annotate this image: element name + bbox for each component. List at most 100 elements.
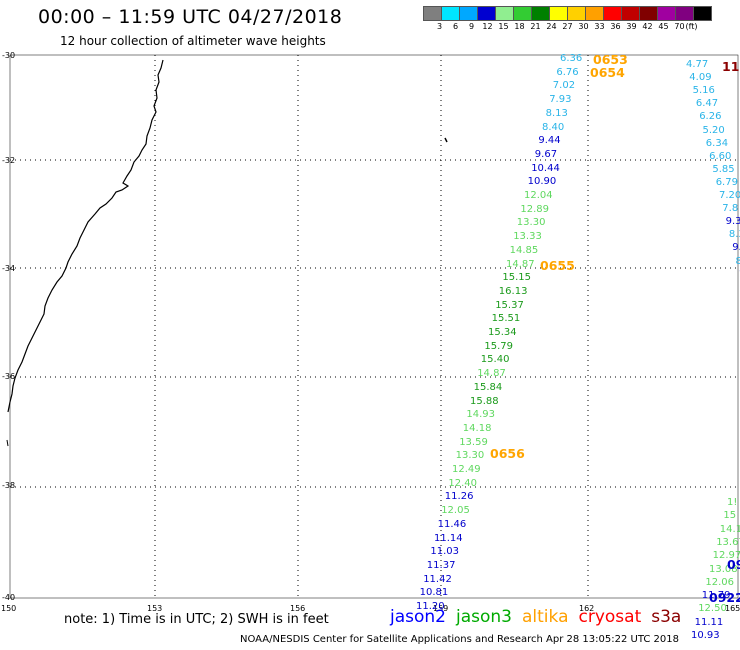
legend-label: 3 [436, 22, 443, 31]
wave-height-value: 10.44 [531, 162, 560, 174]
wave-height-value: 13.08 [709, 563, 738, 575]
wave-height-value: 14.87 [506, 258, 535, 270]
wave-height-value: 14.18 [462, 422, 492, 434]
wave-height-value: 6.76 [556, 66, 579, 78]
wave-height-value: 11.46 [437, 518, 467, 530]
satellite-name-cryosat: cryosat [578, 607, 642, 627]
longitude-label: 165 [725, 604, 740, 613]
legend-label: 15 [498, 22, 509, 31]
wave-height-value: 8 [735, 255, 740, 267]
wave-height-value: 13.67 [716, 536, 740, 548]
wave-height-value: 5.85 [712, 163, 735, 175]
map-frame [9, 54, 739, 599]
legend-label: 12 [482, 22, 493, 31]
latitude-label: -36 [2, 372, 16, 381]
latitude-label: -30 [2, 51, 16, 60]
legend-label: 36 [610, 22, 621, 31]
wave-height-value: 8.13 [545, 107, 568, 119]
wave-height-value: 1( [739, 269, 740, 280]
wave-height-value: 14.87 [477, 368, 506, 380]
wave-height-value: 15.40 [480, 354, 510, 366]
wave-height-value: 11.42 [423, 573, 452, 585]
satellite-name-jason2: jason2 [390, 607, 446, 627]
wave-height-value: 13.30 [516, 217, 546, 229]
wave-height-value: 13.33 [513, 231, 542, 243]
wave-height-value: 11.79 [701, 590, 731, 602]
satellite-name-jason3: jason3 [456, 607, 512, 627]
legend-swatch [693, 6, 712, 21]
latitude-label: -32 [2, 156, 16, 165]
legend-label: 30 [578, 22, 589, 31]
wave-height-value: 10.93 [691, 630, 720, 641]
wave-height-value: 9.3 [725, 216, 740, 228]
wave-height-value: 13.59 [459, 436, 488, 448]
wave-height-value: 6.60 [709, 150, 732, 162]
wave-height-value: 16.13 [498, 285, 528, 297]
wave-height-value: 11.03 [430, 546, 460, 558]
longitude-label: 150 [1, 604, 17, 613]
color-scale-legend [423, 6, 712, 21]
wave-height-value: 6.79 [715, 176, 738, 188]
longitude-label: 159 [433, 604, 449, 613]
legend-label: 18 [514, 22, 525, 31]
wave-height-value: 7.93 [549, 94, 572, 106]
wave-height-value: 12.06 [705, 576, 735, 588]
legend-label: 9 [468, 22, 475, 31]
legend-label: 45 [658, 22, 669, 31]
wave-height-value: 15.34 [488, 327, 517, 338]
wave-height-value: 15.88 [470, 395, 499, 407]
satellite-legend: jason2 jason3 altika cryosat s3a [390, 607, 691, 627]
legend-label: 70 [674, 22, 685, 31]
coastline [7, 59, 164, 413]
wave-height-value: 10.90 [527, 176, 557, 188]
wave-height-value: 15.51 [491, 313, 521, 325]
satellite-name-s3a: s3a [651, 607, 682, 627]
satellite-name-altika: altika [522, 607, 569, 627]
island-mark [444, 137, 448, 143]
wave-height-value: 9.44 [538, 135, 561, 147]
wave-height-value: 1! [727, 497, 738, 508]
longitude-label: 162 [579, 604, 595, 613]
units-note: note: 1) Time is in UTC; 2) SWH is in fe… [64, 612, 329, 627]
wave-height-value: 15.84 [473, 381, 503, 393]
wave-height-value: 9.67 [534, 148, 558, 160]
longitude-label: 153 [147, 604, 163, 613]
wave-height-value: 8.40 [542, 121, 565, 133]
wave-height-value: 7.02 [552, 80, 576, 92]
legend-label: 27 [562, 22, 573, 31]
wave-height-value: 6.36 [560, 53, 583, 64]
legend-label: (ft) [685, 22, 698, 31]
wave-height-value: 6.26 [699, 111, 722, 123]
latitude-label: -38 [2, 481, 16, 490]
wave-height-value: 6.47 [695, 98, 719, 110]
wave-height-value: 12.04 [524, 190, 553, 201]
wave-height-value: 15.79 [484, 340, 514, 352]
wave-height-value: 11.37 [426, 559, 456, 571]
pass-time-label: 0654 [590, 65, 625, 80]
legend-label: 6 [452, 22, 459, 31]
pass-time-label: 0653 [593, 52, 628, 67]
wave-height-value: 12.50 [698, 603, 727, 615]
wave-height-value: 14.93 [466, 409, 496, 421]
wave-height-value: 7.20 [719, 190, 740, 201]
longitude-label: 156 [290, 604, 306, 613]
wave-height-value: 14.1 [719, 523, 740, 535]
wave-height-value: 8.3 [728, 229, 740, 241]
wave-height-value: 11.20 [416, 601, 445, 612]
pass-time-label: 11 [722, 59, 740, 74]
wave-height-value: 7.8 [722, 203, 739, 215]
wave-height-value: 12.97 [712, 550, 740, 562]
legend-label: 24 [546, 22, 557, 31]
wave-height-value: 12.05 [441, 505, 470, 517]
wave-height-value: 11.11 [694, 616, 724, 628]
wave-height-value: 12.40 [448, 477, 478, 489]
wave-height-value: 15.15 [502, 272, 532, 284]
pass-time-label: 09 [727, 557, 740, 572]
footer-credit: NOAA/NESDIS Center for Satellite Applica… [240, 634, 679, 645]
latitude-label: -34 [2, 264, 16, 273]
legend-label: 39 [626, 22, 637, 31]
wave-height-value: 10.81 [419, 587, 449, 599]
legend-label: 42 [642, 22, 653, 31]
grid-lines [10, 55, 738, 598]
